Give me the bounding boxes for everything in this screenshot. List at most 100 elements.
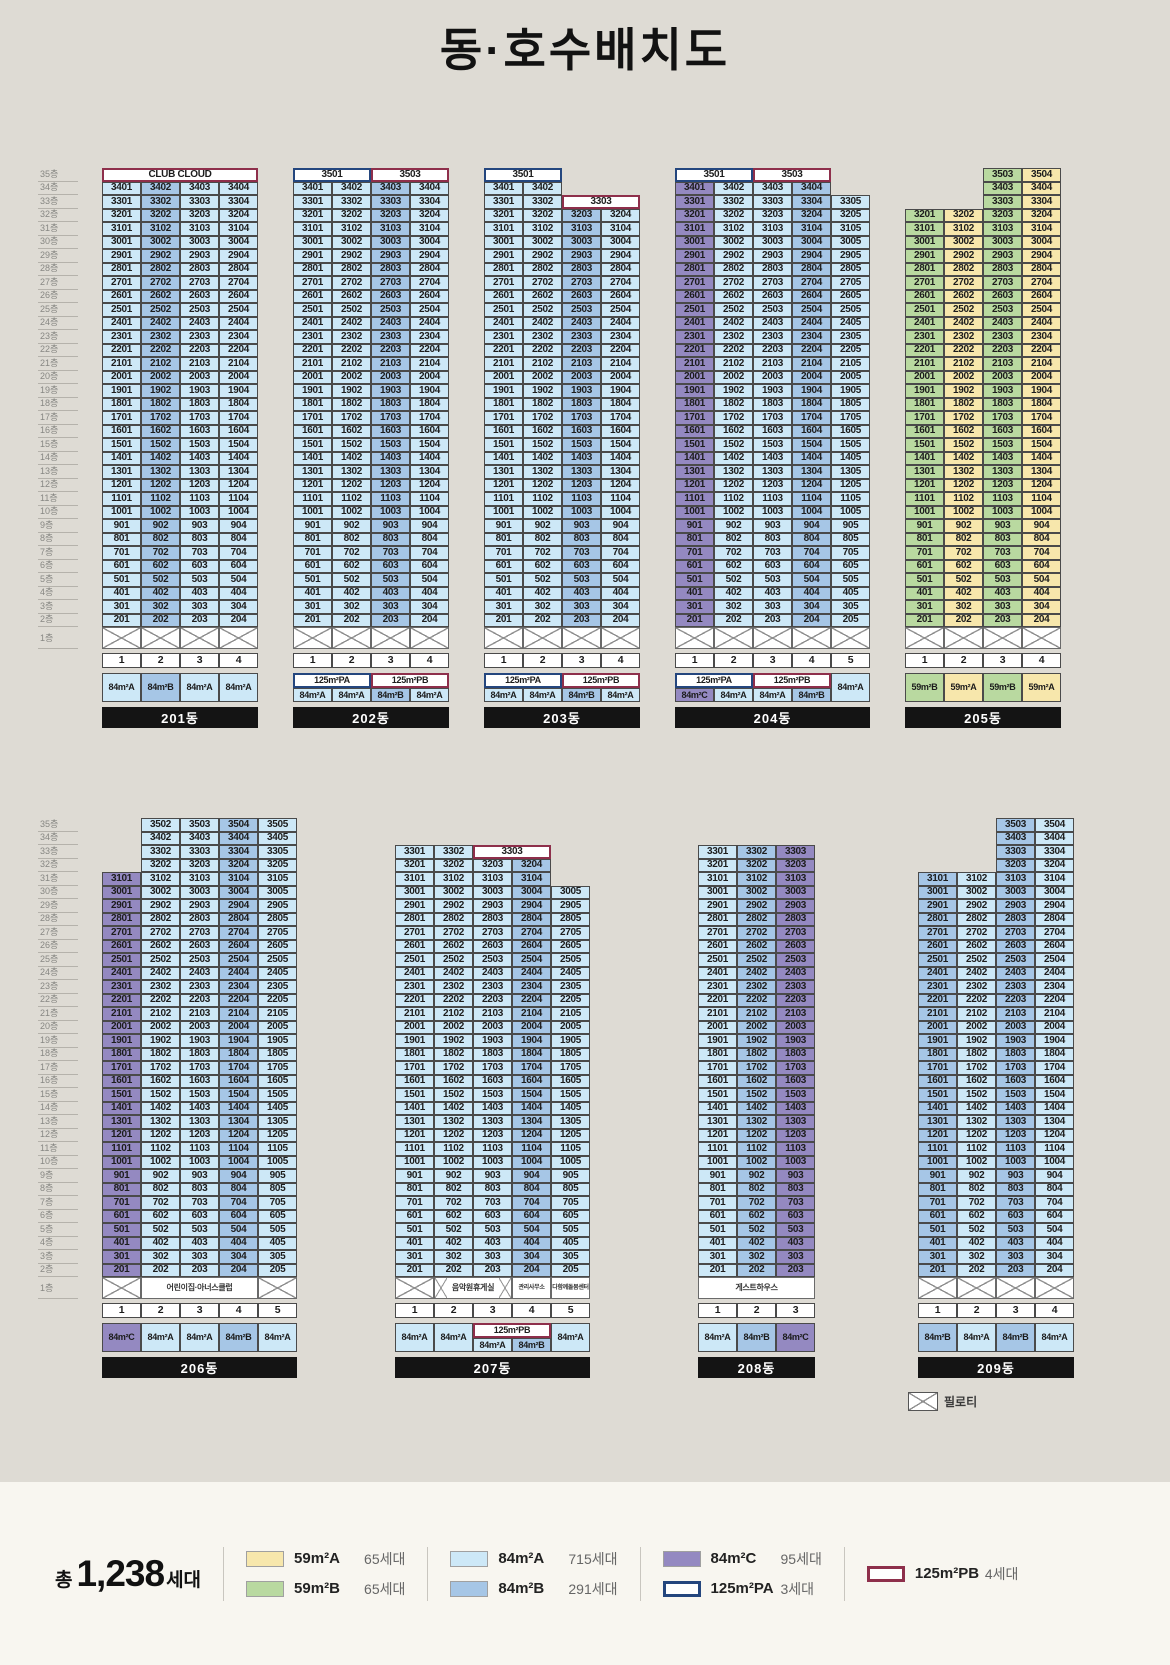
unit-cell: 2505 (551, 953, 590, 967)
floor-label: 26층 (38, 290, 78, 303)
unit-cell: 504 (1022, 573, 1061, 587)
unit-cell: 2402 (141, 316, 180, 330)
legend-type-label: 84m²B (498, 1580, 545, 1597)
unit-cell: 2003 (996, 1020, 1035, 1034)
unit-cell: 403 (473, 1236, 512, 1250)
unit-cell: 1301 (918, 1115, 957, 1129)
unit-cell: 2501 (293, 303, 332, 317)
unit-cell: 1504 (1035, 1088, 1074, 1102)
unit-cell: 202 (957, 1263, 996, 1277)
unit-cell: 901 (918, 1169, 957, 1183)
unit-cell: 701 (698, 1196, 737, 1210)
unit-cell: 1503 (371, 438, 410, 452)
unit-cell: 3505 (258, 818, 297, 832)
unit-cell: 2701 (102, 926, 141, 940)
unit-cell: 3103 (180, 872, 219, 886)
unit-cell: 2403 (996, 966, 1035, 980)
unit-cell: 2201 (905, 343, 944, 357)
unit-cell: 2105 (258, 1007, 297, 1021)
unit-cell: 1002 (141, 1155, 180, 1169)
unit-cell: 3102 (714, 222, 753, 236)
unit-cell: 203 (983, 613, 1022, 627)
unit-cell: 2002 (714, 370, 753, 384)
unit-cell: 3202 (141, 858, 180, 872)
unit-cell: 1605 (551, 1074, 590, 1088)
building: 3503 3504 3403 3404 3303 3304 3201 3202 3203 3204… (905, 168, 1061, 728)
unit-cell: 1703 (753, 411, 792, 425)
unit-cell: 505 (831, 573, 870, 587)
ground-facility: 게스트하우스 (698, 1277, 815, 1299)
unit-cell: 1603 (371, 424, 410, 438)
unit-cell: 1402 (714, 451, 753, 465)
penthouse-cell: CLUB CLOUD (102, 168, 258, 182)
unit-cell: 3102 (141, 222, 180, 236)
unit-cell: 1403 (983, 451, 1022, 465)
unit-cell: 1004 (1035, 1155, 1074, 1169)
piloti-legend: 필로티 (908, 1392, 977, 1411)
unit-cell: 1202 (737, 1128, 776, 1142)
floor-label: 5층 (38, 1223, 78, 1237)
unit-cell: 2302 (714, 330, 753, 344)
unit-cell: 2404 (410, 316, 449, 330)
unit-cell: 3001 (698, 885, 737, 899)
unit-cell: 2101 (293, 357, 332, 371)
unit-cell: 2705 (551, 926, 590, 940)
legend-group: 125m²PB 4세대 (866, 1547, 1018, 1601)
unit-cell: 1301 (102, 1115, 141, 1129)
unit-cell: 2803 (562, 262, 601, 276)
floor-label: 16층 (38, 425, 78, 438)
unit-cell: 2903 (776, 899, 815, 913)
unit-cell: 2303 (180, 980, 219, 994)
unit-cell: 1304 (1035, 1115, 1074, 1129)
floor-label: 2층 (38, 1264, 78, 1277)
unit-cell: 403 (996, 1236, 1035, 1250)
piloti-cell (102, 627, 141, 649)
unit-cell: 601 (484, 559, 523, 573)
column-number: 4 (601, 653, 640, 668)
unit-cell: 1301 (395, 1115, 434, 1129)
unit-cell: 2104 (512, 1007, 551, 1021)
unit-cell: 2305 (551, 980, 590, 994)
unit-cell: 2603 (180, 939, 219, 953)
unit-cell: 2504 (601, 303, 640, 317)
column-number: 3 (180, 653, 219, 668)
unit-cell: 2303 (983, 330, 1022, 344)
unit-cell: 3301 (484, 195, 523, 209)
unit-cell: 604 (512, 1209, 551, 1223)
unit-cell: 803 (562, 532, 601, 546)
unit-cell: 2203 (996, 993, 1035, 1007)
unit-cell: 1002 (737, 1155, 776, 1169)
unit-cell: 1201 (905, 478, 944, 492)
column-number: 3 (473, 1303, 512, 1318)
unit-cell: 1304 (512, 1115, 551, 1129)
floor-label: 29층 (38, 249, 78, 263)
unit-cell: 2401 (675, 316, 714, 330)
unit-cell: 2804 (410, 262, 449, 276)
floor-label: 22층 (38, 344, 78, 357)
unit-cell: 2604 (410, 289, 449, 303)
unit-cell: 1301 (102, 465, 141, 479)
legend-item: 125m²PB 4세대 (866, 1564, 1018, 1584)
unit-cell: 2702 (737, 926, 776, 940)
unit-cell: 1103 (562, 492, 601, 506)
unit-cell: 2602 (141, 939, 180, 953)
legend-item: 84m²B 291세대 (450, 1579, 618, 1599)
floor-label: 30층 (38, 236, 78, 249)
penthouse-cell: 3501 (484, 168, 562, 182)
unit-cell: 1803 (983, 397, 1022, 411)
unit-cell: 2804 (1022, 262, 1061, 276)
unit-cell: 3001 (102, 235, 141, 249)
floor-label: 10층 (38, 1156, 78, 1169)
unit-cell: 1904 (792, 384, 831, 398)
unit-cell: 904 (601, 519, 640, 533)
unit-cell: 1001 (484, 505, 523, 519)
unit-cell: 3203 (776, 858, 815, 872)
unit-cell: 1801 (675, 397, 714, 411)
unit-cell: 3203 (996, 858, 1035, 872)
unit-cell: 3303 (180, 845, 219, 859)
unit-type-cell: 84m²B (792, 688, 831, 702)
unit-cell: 204 (1022, 613, 1061, 627)
unit-cell: 3202 (737, 858, 776, 872)
unit-cell: 2702 (141, 276, 180, 290)
unit-cell: 803 (996, 1182, 1035, 1196)
